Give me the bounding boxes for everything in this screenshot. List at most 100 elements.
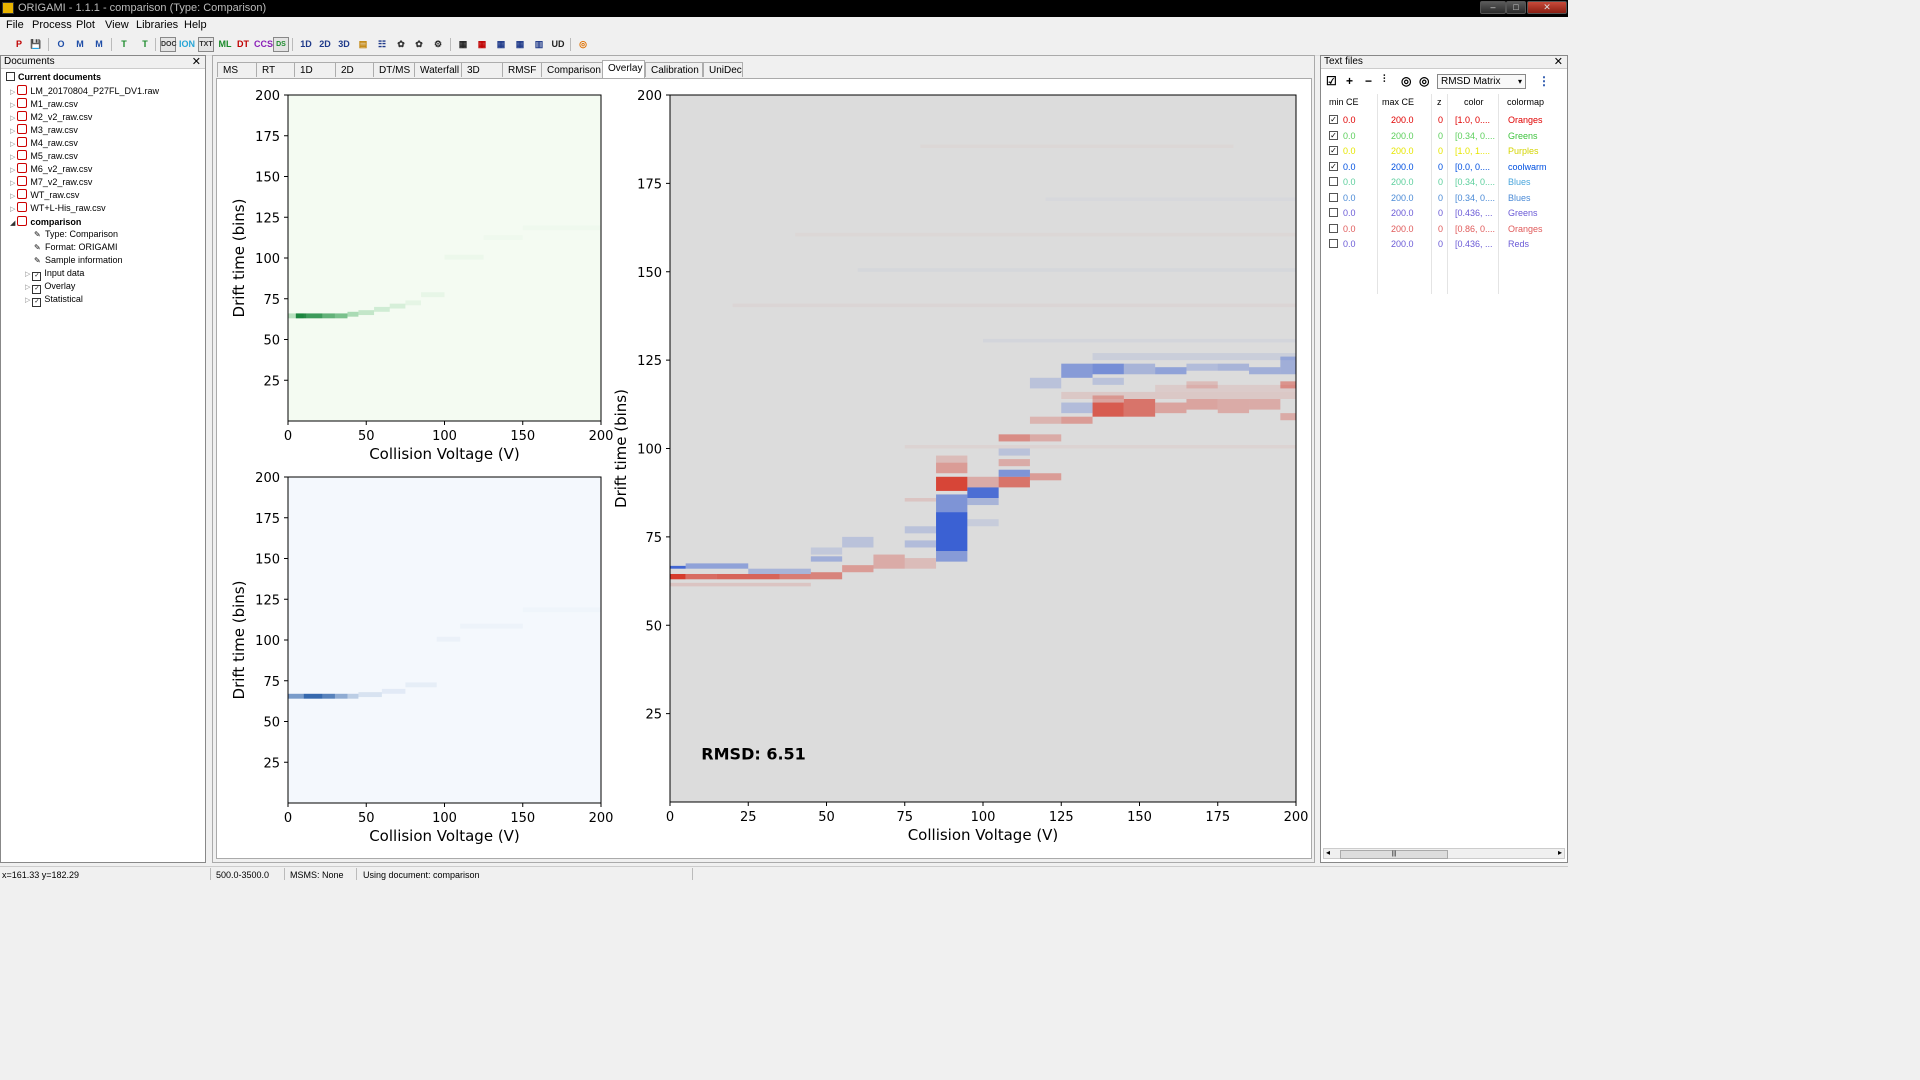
expand-icon[interactable]: ▷ [10, 167, 16, 174]
collapse-icon[interactable]: ◢ [10, 220, 16, 227]
table-row[interactable]: 0.0 200.0 0 [0.34, 0.... Blues [1324, 175, 1564, 190]
tab-1d[interactable]: 1D [294, 62, 336, 77]
main-plot[interactable]: 0 25 50 75 100 125 150 175 200 25 50 75 100 125 150 175… [612, 89, 1308, 844]
expand-icon[interactable]: ▷ [10, 115, 16, 122]
tree-child[interactable]: ▷ ✓ Overlay [25, 281, 75, 294]
toolbar-icon-19-icon[interactable]: ✿ [397, 39, 405, 49]
row-checkbox[interactable]: ✓ [1329, 161, 1338, 171]
document-item[interactable]: ▷ M5_raw.csv [10, 150, 78, 161]
tab-dt-ms[interactable]: DT/MS [373, 62, 415, 77]
expand-icon[interactable]: ▷ [10, 102, 16, 109]
toolbar-icon-5-icon[interactable]: T [121, 39, 127, 49]
table-row[interactable]: ✓ 0.0 200.0 0 [0.34, 0.... Greens [1324, 129, 1564, 144]
document-item[interactable]: ▷ M7_v2_raw.csv [10, 176, 92, 187]
expand-icon[interactable]: ▷ [10, 206, 16, 213]
add-icon[interactable]: + [1346, 74, 1354, 88]
row-checkbox[interactable] [1329, 223, 1338, 233]
expand-icon[interactable]: ▷ [10, 154, 16, 161]
table-row[interactable]: 0.0 200.0 0 [0.436, ... Greens [1324, 206, 1564, 221]
tree-child[interactable]: ✎ Type: Comparison [25, 229, 118, 239]
toolbar-icon-2-icon[interactable]: O [57, 39, 65, 49]
tab-overlay[interactable]: Overlay [602, 60, 645, 78]
row-checkbox[interactable]: ✓ [1329, 130, 1338, 140]
tree-child[interactable]: ▷ ✓ Input data [25, 268, 84, 281]
toolbar-icon-23-icon[interactable]: ▦ [477, 39, 487, 49]
expand-icon[interactable]: ▷ [25, 284, 31, 291]
remove-icon[interactable]: − [1365, 74, 1373, 88]
scroll-left-icon[interactable]: ◂ [1326, 848, 1331, 857]
toolbar-icon-10-icon[interactable]: ML [218, 39, 232, 49]
col-header-z[interactable]: z [1437, 97, 1442, 107]
toolbar-icon-27-icon[interactable]: UD [551, 39, 565, 49]
col-header-colormap[interactable]: colormap [1507, 97, 1545, 107]
document-item[interactable]: ▷ M2_v2_raw.csv [10, 111, 92, 122]
toolbar-icon-17-icon[interactable]: ▤ [358, 39, 368, 49]
toolbar-icon-7-icon[interactable]: DOC [160, 37, 177, 52]
expand-icon[interactable]: ▷ [10, 141, 16, 148]
toolbar-icon-6-icon[interactable]: T [142, 39, 148, 49]
col-header-color[interactable]: color [1464, 97, 1484, 107]
horizontal-scrollbar[interactable]: ◂ ||| ▸ [1323, 848, 1565, 859]
toolbar-icon-14-icon[interactable]: 1D [300, 39, 312, 49]
row-checkbox[interactable] [1329, 208, 1338, 217]
toolbar-icon-3-icon[interactable]: M [76, 39, 84, 49]
toolbar-icon-0-icon[interactable]: P [15, 39, 22, 49]
col-header-min-ce[interactable]: min CE [1329, 97, 1359, 107]
more-options-icon[interactable]: ⋮ [1538, 74, 1550, 88]
toolbar-icon-16-icon[interactable]: 3D [338, 39, 350, 49]
table-row[interactable]: ✓ 0.0 200.0 0 [1.0, 0.... Oranges [1324, 113, 1564, 128]
tree-child[interactable]: ✎ Sample information [25, 255, 123, 265]
toolbar-icon-21-icon[interactable]: ⚙ [433, 39, 443, 49]
tab-2d[interactable]: 2D [335, 62, 374, 77]
plot-type-dropdown[interactable]: RMSD Matrix ▾ [1437, 74, 1526, 89]
menu-file[interactable]: File [6, 19, 24, 31]
tab-3d[interactable]: 3D [461, 62, 503, 77]
tab-ms[interactable]: MS [217, 62, 257, 77]
tree-child[interactable]: ✎ Format: ORIGAMI [25, 242, 118, 252]
top_left-plot[interactable]: 0 50 100 150 200 25 50 75 100 125 150 175 200 Collisi… [230, 89, 613, 463]
visualize-icon[interactable]: ◎ [1401, 74, 1412, 88]
toolbar-icon-4-icon[interactable]: M [95, 39, 103, 49]
tab-waterfall[interactable]: Waterfall [414, 62, 462, 77]
expand-icon[interactable]: ▷ [10, 128, 16, 135]
expand-icon[interactable]: ▷ [25, 271, 31, 278]
scroll-right-icon[interactable]: ▸ [1557, 848, 1562, 857]
document-item-comparison[interactable]: ◢ comparison [10, 216, 81, 227]
menu-plot[interactable]: Plot [76, 19, 95, 31]
toolbar-icon-12-icon[interactable]: CCS [254, 39, 274, 49]
table-row[interactable]: ✓ 0.0 200.0 0 [1.0, 1.... Purples [1324, 144, 1564, 159]
tree-root[interactable]: Current documents [6, 72, 101, 82]
table-row[interactable]: ✓ 0.0 200.0 0 [0.0, 0.... coolwarm [1324, 160, 1564, 175]
row-checkbox[interactable]: ✓ [1329, 146, 1338, 155]
col-header-max-ce[interactable]: max CE [1382, 97, 1415, 107]
document-item[interactable]: ▷ M6_v2_raw.csv [10, 163, 92, 174]
tab-rt[interactable]: RT [256, 62, 295, 77]
menu-libraries[interactable]: Libraries [136, 19, 179, 31]
row-checkbox[interactable] [1329, 192, 1338, 202]
toolbar-icon-11-icon[interactable]: DT [237, 39, 249, 49]
document-item[interactable]: ▷ LM_20170804_P27FL_DV1.raw [10, 85, 159, 96]
table-row[interactable]: 0.0 200.0 0 [0.436, ... Reds [1324, 237, 1564, 252]
overlay-plots-svg[interactable]: 0 50 100 150 200 25 50 75 100 125 150 175 200 Collisi… [217, 79, 1311, 858]
maximize-button[interactable]: □ [1506, 1, 1526, 14]
table-row[interactable]: 0.0 200.0 0 [0.86, 0.... Oranges [1324, 222, 1564, 237]
document-item[interactable]: ▷ WT+L-His_raw.csv [10, 202, 106, 213]
toolbar-icon-26-icon[interactable]: ▥ [534, 39, 544, 49]
document-item[interactable]: ▷ M4_raw.csv [10, 137, 78, 148]
tab-calibration[interactable]: Calibration [645, 62, 703, 77]
close-window-button[interactable]: ✕ [1527, 1, 1567, 14]
toolbar-icon-28-icon[interactable]: ◎ [579, 39, 587, 49]
check-all-icon[interactable]: ☑ [1326, 74, 1337, 88]
menu-help[interactable]: Help [184, 19, 207, 31]
row-checkbox[interactable] [1329, 239, 1338, 248]
menu-view[interactable]: View [105, 19, 129, 31]
close-icon[interactable]: ✕ [191, 56, 201, 68]
process-icon[interactable]: ◎ [1419, 74, 1430, 88]
menu-process[interactable]: Process [32, 19, 72, 31]
toolbar-icon-15-icon[interactable]: 2D [319, 39, 331, 49]
toolbar-icon-13-icon[interactable]: DS [273, 37, 289, 52]
toolbar-icon-18-icon[interactable]: ☷ [377, 39, 387, 49]
toolbar-icon-8-icon[interactable]: ION [179, 39, 196, 49]
close-icon[interactable]: ✕ [1553, 56, 1563, 68]
toolbar-icon-24-icon[interactable]: ▦ [496, 39, 506, 49]
